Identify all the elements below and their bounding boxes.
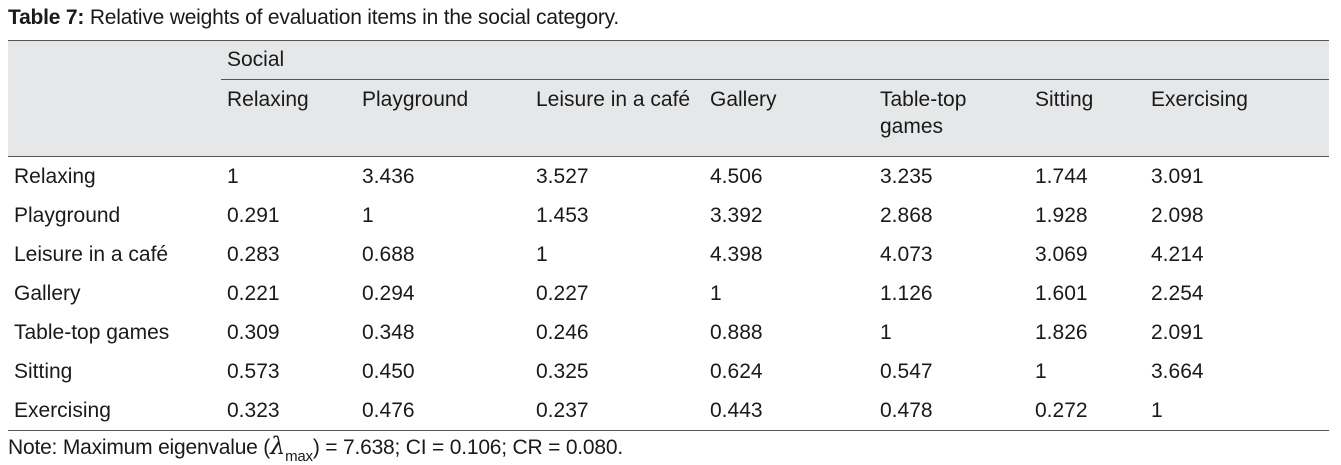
table-cell: 1.928 [1035, 204, 1088, 227]
table-row: Gallery 0.221 0.294 0.227 1 1.126 1.601 2.254 [8, 274, 1329, 313]
table-cell: 1.453 [536, 204, 589, 227]
table-cell: 1 [536, 243, 548, 266]
table-note: Note: Maximum eigenvalue (λmax) = 7.638;… [8, 432, 624, 465]
table-cell: 2.098 [1151, 204, 1204, 227]
table-cell: 0.348 [362, 321, 415, 344]
note-prefix: Note: Maximum eigenvalue ( [8, 436, 271, 459]
column-header: Exercising [1145, 79, 1330, 157]
column-header: Relaxing [221, 79, 356, 157]
table-cell: 0.325 [536, 360, 589, 383]
table-cell: 0.888 [710, 321, 763, 344]
table-cell: 3.527 [536, 165, 589, 188]
table-cell: 1 [1145, 391, 1330, 431]
row-label: Sitting [14, 360, 73, 383]
row-label: Exercising [8, 391, 221, 431]
table-row: Playground 0.291 1 1.453 3.392 2.868 1.928 2.09… [8, 196, 1329, 235]
table-cell: 1 [362, 204, 374, 227]
table-cell: 1.826 [1035, 321, 1088, 344]
table-cell: 1 [880, 321, 892, 344]
table-cell: 1.744 [1035, 165, 1088, 188]
weights-table: Social Relaxing Playground Leisure in a … [8, 40, 1330, 431]
table-cell: 3.392 [710, 204, 763, 227]
table-cell: 3.235 [880, 165, 933, 188]
table-cell: 0.450 [362, 360, 415, 383]
table-cell: 0.573 [227, 360, 280, 383]
table-cell: 1 [227, 165, 239, 188]
table-cell: 0.291 [227, 204, 280, 227]
table-cell: 0.227 [536, 282, 589, 305]
table-cell: 4.073 [880, 243, 933, 266]
table-cell: 0.221 [227, 282, 280, 305]
table-cell: 3.664 [1151, 360, 1204, 383]
corner-cell [8, 79, 221, 157]
lambda-symbol: λ [270, 432, 286, 460]
table-body: Relaxing 1 3.436 3.527 4.506 3.235 1.744 3.091 P… [8, 157, 1330, 431]
table-cell: 0.309 [227, 321, 280, 344]
table-row: Exercising 0.323 0.476 0.237 0.443 0.478 0.272… [8, 391, 1330, 431]
table-cell: 0.688 [362, 243, 415, 266]
table-cell: 0.323 [221, 391, 356, 431]
table-cell: 4.506 [710, 165, 763, 188]
table-row: Sitting 0.573 0.450 0.325 0.624 0.547 1 3.664 [8, 352, 1329, 391]
column-header: Gallery [704, 79, 874, 157]
table-cell: 4.398 [710, 243, 763, 266]
table-caption: Table 7: Relative weights of evaluation … [8, 4, 619, 32]
row-label: Leisure in a café [14, 243, 169, 266]
table-title: Relative weights of evaluation items in … [84, 6, 620, 29]
table-cell: 3.091 [1151, 165, 1204, 188]
table-cell: 0.476 [356, 391, 530, 431]
table-cell: 0.547 [880, 360, 933, 383]
column-header-row: Relaxing Playground Leisure in a café Ga… [8, 79, 1330, 157]
note-suffix: ) = 7.638; CI = 0.106; CR = 0.080. [312, 436, 624, 459]
column-header: Leisure in a café [530, 79, 704, 157]
table-cell: 2.254 [1151, 282, 1204, 305]
table-cell: 0.294 [362, 282, 415, 305]
column-header: Table-top games [874, 79, 1029, 157]
column-header: Sitting [1029, 79, 1145, 157]
table-cell: 2.091 [1151, 321, 1204, 344]
table-row: Relaxing 1 3.436 3.527 4.506 3.235 1.744 3.091 [8, 157, 1329, 197]
table-cell: 0.237 [530, 391, 704, 431]
table-cell: 1.601 [1035, 282, 1088, 305]
table-cell: 3.436 [362, 165, 415, 188]
table-cell: 0.443 [704, 391, 874, 431]
row-label: Table-top games [14, 321, 170, 344]
corner-cell [8, 40, 221, 80]
group-header-row: Social [8, 40, 1330, 80]
table-cell: 1 [710, 282, 722, 305]
table-cell: 4.214 [1151, 243, 1204, 266]
row-label: Gallery [14, 282, 81, 305]
table-cell: 1.126 [880, 282, 933, 305]
table-cell: 2.868 [880, 204, 933, 227]
table-number: Table 7: [8, 6, 85, 29]
row-label: Relaxing [14, 165, 96, 188]
group-header-social: Social [221, 40, 1330, 80]
table-cell: 3.069 [1035, 243, 1088, 266]
table-cell: 0.272 [1029, 391, 1145, 431]
table-cell: 0.624 [710, 360, 763, 383]
table-cell: 0.246 [536, 321, 589, 344]
row-label: Playground [14, 204, 121, 227]
table-cell: 0.283 [227, 243, 280, 266]
table-row: Table-top games 0.309 0.348 0.246 0.888 1 1.82… [8, 313, 1329, 352]
column-header: Playground [356, 79, 530, 157]
lambda-subscript: max [285, 448, 313, 465]
table-cell: 0.478 [874, 391, 1029, 431]
table-cell: 1 [1035, 360, 1047, 383]
table-row: Leisure in a café 0.283 0.688 1 4.398 4.073 3.… [8, 235, 1329, 274]
